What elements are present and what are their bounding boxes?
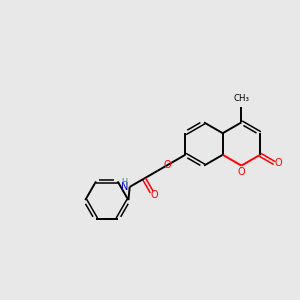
Text: H: H (122, 178, 128, 187)
Text: CH₃: CH₃ (233, 94, 249, 103)
Text: N: N (121, 182, 128, 192)
Text: O: O (238, 167, 245, 178)
Text: O: O (274, 158, 282, 168)
Text: O: O (150, 190, 158, 200)
Text: O: O (164, 160, 171, 170)
